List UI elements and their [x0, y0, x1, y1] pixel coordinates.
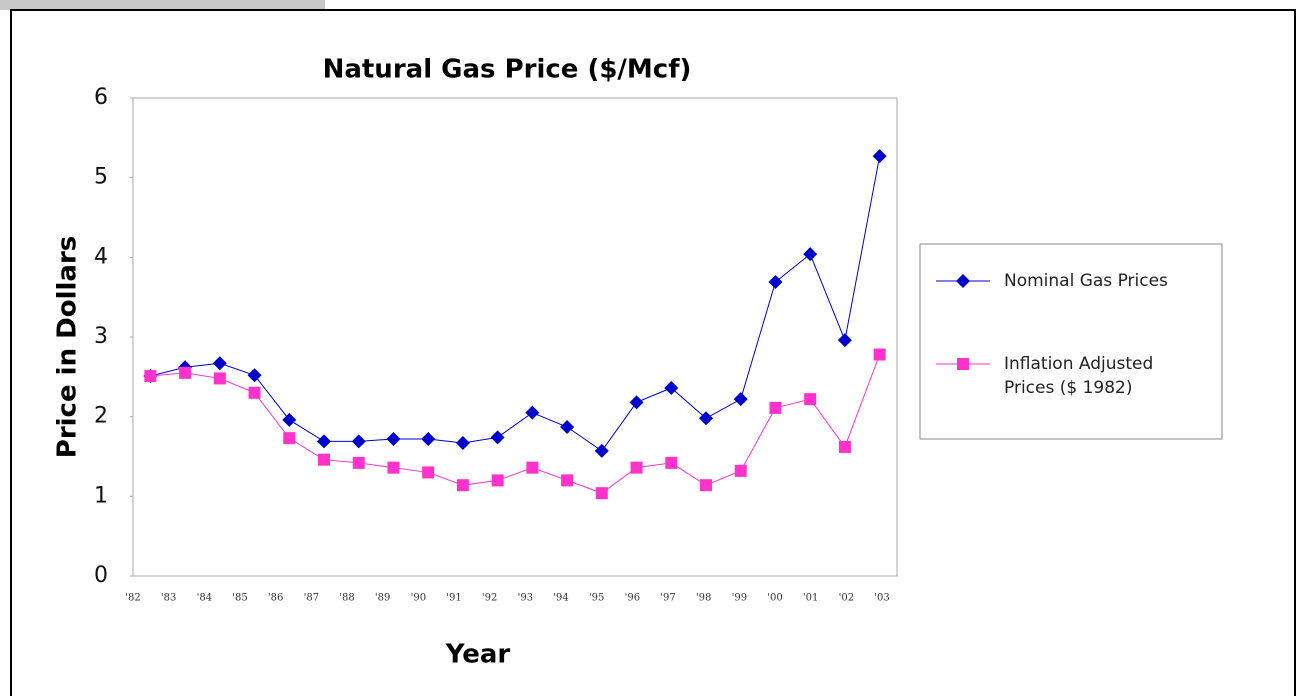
- marker: [769, 401, 782, 414]
- marker: [561, 474, 574, 487]
- x-tick-label: '82: [125, 593, 140, 604]
- frame: [10, 9, 1296, 696]
- marker: [247, 368, 262, 383]
- marker: [491, 474, 504, 487]
- marker: [212, 356, 227, 371]
- marker: [386, 431, 401, 446]
- y-tick-label: 0: [94, 563, 108, 588]
- x-tick-label: '02: [839, 593, 854, 604]
- marker: [804, 393, 817, 406]
- marker: [838, 440, 851, 453]
- y-tick-label: 5: [94, 165, 108, 190]
- marker: [455, 435, 470, 450]
- series-line: [150, 156, 881, 452]
- x-tick-label: '92: [482, 593, 497, 604]
- legend-label: Inflation Adjusted Prices ($ 1982): [1004, 354, 1153, 398]
- x-tick-label: '01: [803, 593, 818, 604]
- x-tick-label: '83: [161, 593, 176, 604]
- series-line: [150, 354, 881, 494]
- marker: [699, 411, 713, 426]
- legend-label-line: Inflation Adjusted: [1004, 354, 1153, 374]
- marker: [248, 386, 261, 399]
- marker: [490, 430, 505, 445]
- x-tick-label: '00: [767, 593, 782, 604]
- marker: [664, 380, 679, 395]
- legend-label-line: Prices ($ 1982): [1004, 378, 1132, 398]
- marker: [733, 392, 748, 407]
- marker: [351, 434, 366, 449]
- x-axis-label: Year: [445, 640, 511, 670]
- x-tick-label: '03: [874, 593, 889, 604]
- x-tick-label: '90: [411, 593, 426, 604]
- x-tick-label: '97: [660, 593, 675, 604]
- marker: [422, 466, 435, 479]
- y-axis-label: Price in Dollars: [53, 236, 83, 458]
- x-tick-label: '84: [197, 593, 212, 604]
- y-tick-label: 3: [94, 324, 108, 349]
- chart-title: Natural Gas Price ($/Mcf): [323, 55, 692, 85]
- marker: [144, 370, 157, 383]
- marker: [560, 420, 575, 435]
- legend-marker: [956, 274, 970, 288]
- marker: [317, 434, 331, 449]
- x-tick-label: '88: [339, 593, 354, 604]
- marker: [179, 366, 192, 379]
- marker: [282, 412, 297, 427]
- x-tick-label: '86: [268, 593, 283, 604]
- marker: [421, 431, 436, 446]
- y-tick-label: 1: [94, 483, 108, 508]
- marker: [213, 372, 226, 385]
- marker: [456, 479, 469, 492]
- marker: [803, 247, 818, 262]
- x-tick-label: '99: [732, 593, 747, 604]
- marker: [700, 479, 712, 492]
- plot-frame: [132, 97, 898, 577]
- legend-marker: [957, 358, 969, 370]
- marker: [352, 456, 365, 469]
- tab-bar: [0, 0, 325, 10]
- marker: [734, 464, 747, 477]
- marker: [387, 461, 400, 474]
- x-tick-label: '93: [518, 593, 533, 604]
- x-tick-label: '94: [553, 593, 568, 604]
- marker: [525, 405, 540, 420]
- x-tick-label: '91: [446, 593, 461, 604]
- x-tick-label: '85: [232, 593, 247, 604]
- marker: [873, 348, 886, 361]
- marker: [768, 275, 783, 290]
- y-tick-label: 6: [94, 85, 108, 110]
- marker: [630, 461, 643, 474]
- x-tick-label: '96: [625, 593, 640, 604]
- legend-box: [919, 243, 1223, 440]
- legend-label: Nominal Gas Prices: [1004, 271, 1168, 291]
- marker: [629, 395, 644, 410]
- marker: [837, 333, 852, 348]
- marker: [283, 432, 296, 445]
- marker: [594, 443, 609, 458]
- marker: [665, 456, 678, 469]
- x-tick-label: '98: [696, 593, 711, 604]
- marker: [318, 453, 330, 466]
- y-tick-label: 4: [94, 244, 108, 269]
- x-tick-label: '89: [375, 593, 390, 604]
- y-tick-label: 2: [94, 404, 108, 429]
- x-tick-label: '87: [304, 593, 319, 604]
- x-tick-label: '95: [589, 593, 604, 604]
- marker: [595, 487, 608, 500]
- marker: [526, 461, 539, 474]
- marker: [872, 149, 887, 164]
